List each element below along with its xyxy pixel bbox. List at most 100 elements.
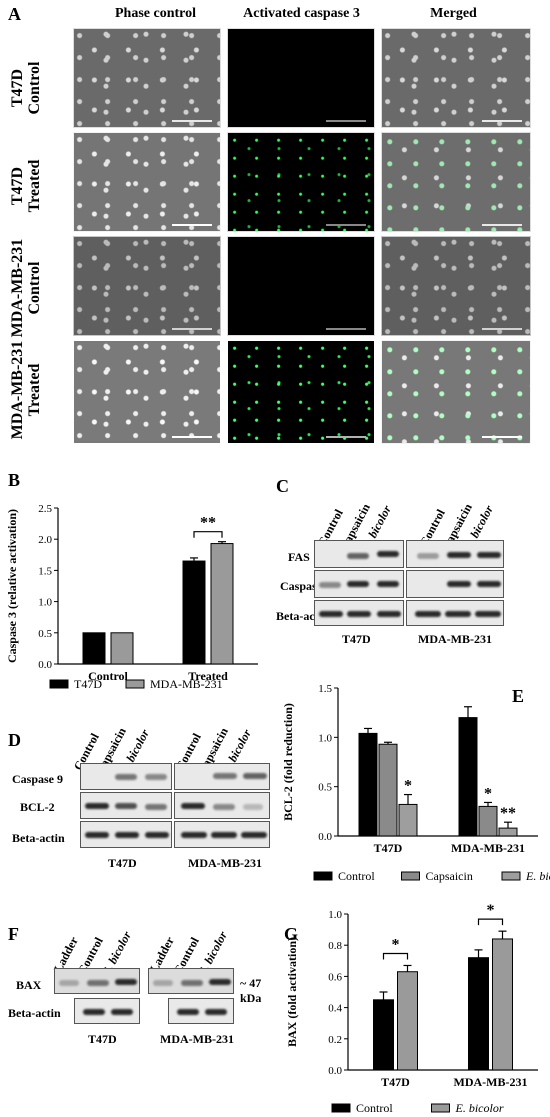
blot-f-t47d-actin [74, 998, 140, 1024]
bar-t47d-e-bicolor [397, 971, 418, 1071]
column-header-merged: Merged [430, 6, 477, 21]
blot-c-mda-fas [406, 540, 504, 568]
y-tick-label: 2.5 [38, 503, 52, 515]
panel-g-label: G [284, 924, 299, 944]
bar-treated-mda-mb-231 [210, 543, 234, 665]
bar-t47d-e-bicolor [398, 803, 418, 837]
micrograph-mda-treated-merged [381, 340, 531, 444]
blot-row-label-beta-actin-d: Beta-actin [12, 831, 65, 845]
micrograph-mda-control-caspase [227, 236, 375, 336]
bar-mda-mb-231-control [468, 957, 489, 1071]
micrograph-t47d-treated-merged [381, 132, 531, 232]
blot-d: Control Capsaicin E. bicolor Control Cap… [12, 700, 300, 870]
micrograph-t47d-control-merged [381, 28, 531, 128]
significance-marker: ** [200, 515, 216, 532]
significance-bracket [193, 531, 223, 538]
x-tick-label-treated: Treated [188, 669, 228, 683]
marker-47kda: ~ 47 kDa [240, 976, 262, 1005]
y-axis-label: Caspase 3 (relative activation) [5, 509, 19, 663]
significance-bracket [382, 952, 409, 960]
significance-marker: * [404, 778, 412, 795]
row-label-t47d-control: T47D Control [9, 61, 43, 115]
blot-c-group-mda: MDA-MB-231 [418, 632, 492, 646]
blot-d-t47d-actin [80, 821, 172, 848]
bar-control-mda-mb-231 [110, 632, 134, 665]
legend-swatch-control [331, 1103, 351, 1113]
blot-c-mda-casp8 [406, 570, 504, 598]
bar-t47d-control [358, 732, 378, 837]
blot-d-group-t47d: T47D [108, 856, 137, 870]
bar-treated-t47d [182, 560, 206, 665]
blot-row-label-caspase9: Caspase 9 [12, 772, 64, 786]
legend-label-control: Control [356, 1101, 393, 1115]
y-axis-label: BAX (fold activation) [285, 937, 299, 1047]
legend-swatch-control [313, 871, 333, 881]
y-tick-label: 0.0 [318, 831, 332, 843]
panel-d-label: D [8, 730, 21, 750]
blot-f-group-t47d: T47D [88, 1032, 117, 1046]
legend-label-e-bicolor: E. bicolor [525, 869, 550, 883]
panel-f-label: F [8, 924, 19, 944]
chart-e: 0.0 0.5 1.0 1.5 BCL-2 (fold reduction) T47D MD… [281, 683, 550, 883]
legend-swatch-e-bicolor [431, 1103, 450, 1113]
row-label-mda-control: MDA-MB-231 Control [9, 238, 43, 338]
bar-t47d-capsaicin [378, 743, 398, 837]
bar-mda-mb-231-e-bicolor [492, 938, 513, 1071]
panel-c-label: C [276, 476, 289, 496]
panel-e-label: E [512, 686, 525, 706]
blot-row-label-fas: FAS [288, 550, 310, 564]
y-tick-label: 0.2 [328, 1034, 342, 1046]
micrograph-t47d-treated-phase [73, 132, 221, 232]
bar-t47d-control [373, 999, 394, 1071]
blot-d-mda-actin [174, 821, 270, 848]
micrograph-t47d-treated-caspase [227, 132, 375, 232]
blot-d-mda-bcl2 [174, 792, 270, 819]
blot-d-t47d-casp9 [80, 763, 172, 790]
y-tick-label: 0.4 [328, 1003, 342, 1015]
significance-marker: * [484, 785, 492, 802]
blot-c-mda-actin [406, 600, 504, 626]
micrograph-t47d-control-caspase [227, 28, 375, 128]
x-tick-label-t47d: T47D [381, 1075, 410, 1089]
panel-a-label: A [8, 4, 21, 24]
y-tick-label: 1.5 [38, 565, 52, 577]
y-tick-label: 1.0 [318, 732, 332, 744]
legend-label-e-bicolor: E. bicolor [455, 1101, 504, 1115]
blot-f-group-mda: MDA-MB-231 [160, 1032, 234, 1046]
legend-label-control: Control [338, 869, 375, 883]
y-tick-label: 0.0 [328, 1065, 342, 1077]
bar-mda-mb-231-capsaicin [478, 805, 498, 837]
blot-c-t47d-actin [314, 600, 404, 626]
y-tick-label: 0.8 [328, 940, 342, 952]
legend-swatch-e-bicolor [501, 871, 521, 881]
micrograph-mda-control-merged [381, 236, 531, 336]
significance-bracket [477, 918, 504, 926]
blot-f-t47d-bax [54, 968, 140, 994]
y-tick-label: 1.0 [328, 909, 342, 921]
row-label-mda-treated: MDA-MB-231 Treated [9, 340, 43, 440]
blot-d-group-mda: MDA-MB-231 [188, 856, 262, 870]
y-tick-label: 2.0 [38, 534, 52, 546]
legend-swatch-t47d [49, 679, 69, 689]
micrograph-mda-treated-caspase [227, 340, 375, 444]
blot-row-label-bax: BAX [16, 978, 42, 992]
chart-g: 0.0 0.2 0.4 0.6 0.8 1.0 BAX (fold activation) T… [285, 902, 538, 1115]
y-axis-label: BCL-2 (fold reduction) [281, 703, 295, 821]
y-tick-label: 1.5 [318, 683, 332, 695]
legend-label-capsaicin: Capsaicin [426, 869, 473, 883]
x-tick-label-mda-mb-231: MDA-MB-231 [451, 841, 525, 855]
blot-c: Control Capsaicin E. bicolor Control Cap… [276, 478, 550, 658]
blot-d-mda-casp9 [174, 763, 270, 790]
bar-mda-mb-231-control [458, 717, 478, 837]
blot-row-label-beta-actin-f: Beta-actin [8, 1006, 61, 1020]
bar-mda-mb-231-e-bicolor [498, 827, 518, 837]
blot-f-mda-actin [168, 998, 234, 1024]
blot-f: Ladder Control E. bicolor Ladder Control… [8, 902, 280, 1072]
micrograph-mda-control-phase [73, 236, 221, 336]
significance-marker: ** [500, 805, 516, 822]
column-header-phase: Phase control [114, 6, 196, 21]
micrograph-t47d-control-phase [73, 28, 221, 128]
y-tick-label: 0.5 [318, 782, 332, 794]
chart-b: 0.0 0.5 1.0 1.5 2.0 2.5 Caspase 3 (relative ac… [5, 503, 258, 690]
blot-f-mda-bax [148, 968, 234, 994]
